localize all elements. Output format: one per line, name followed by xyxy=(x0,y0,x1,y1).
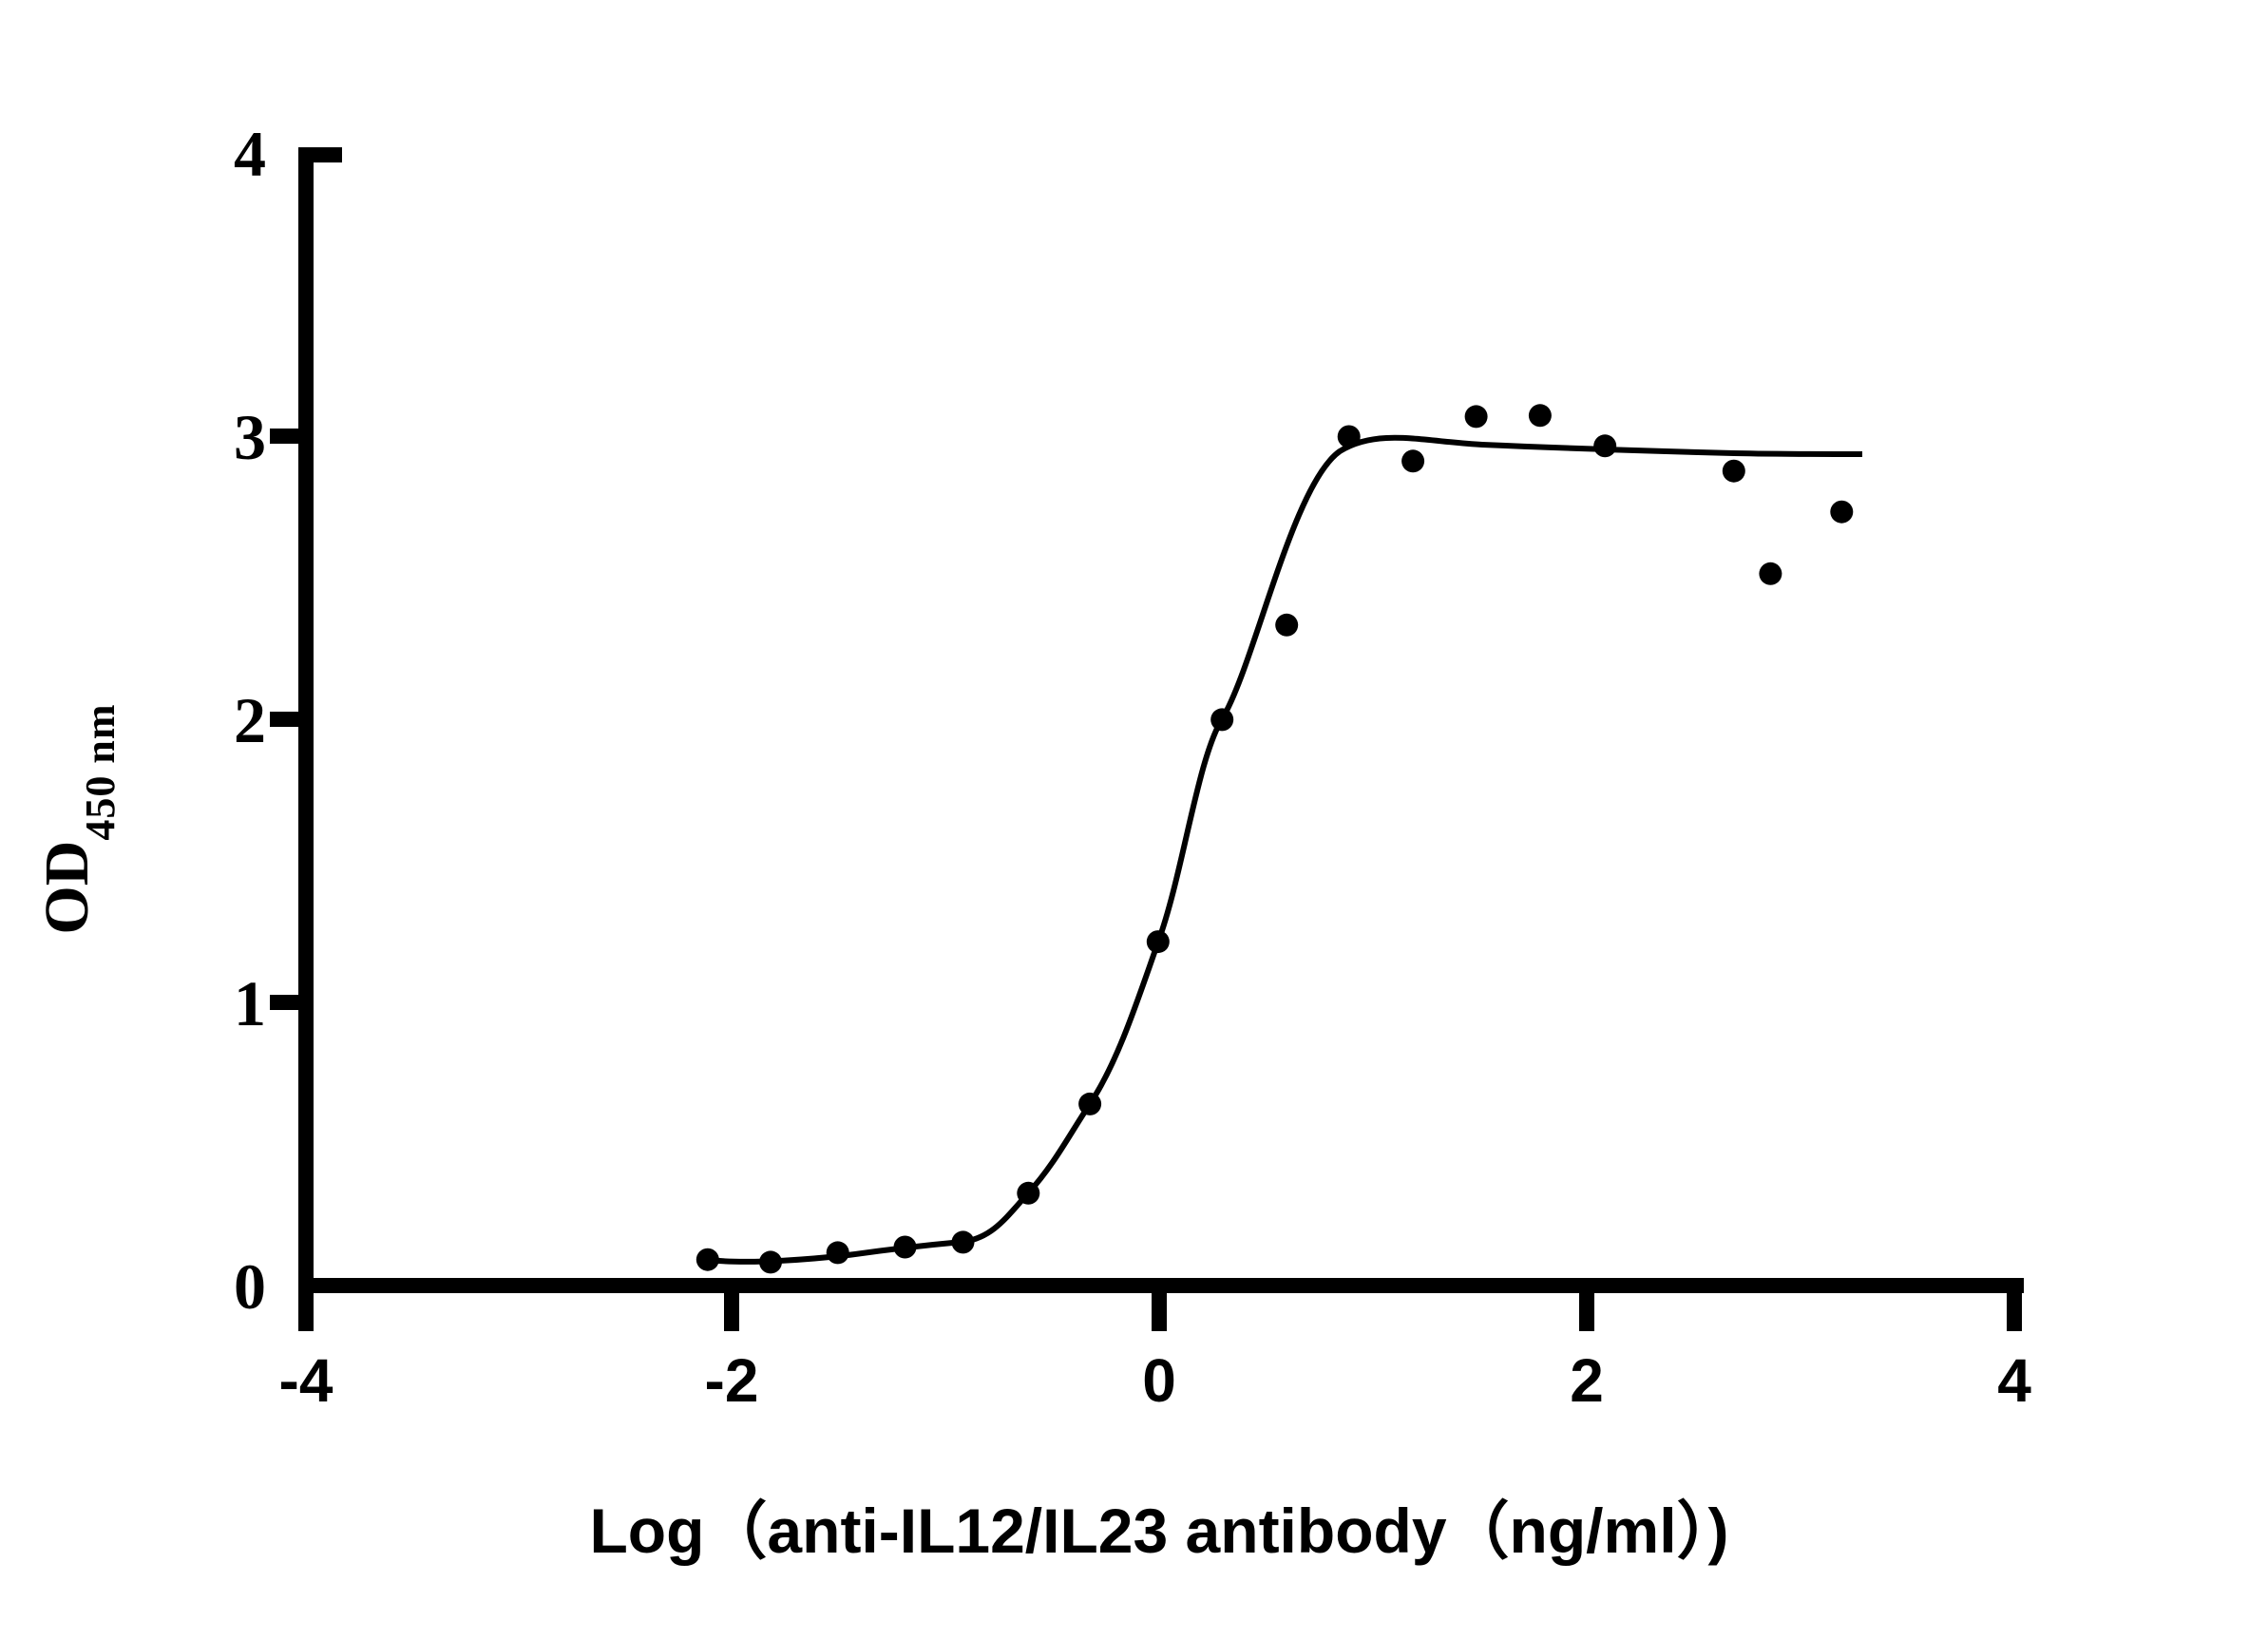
svg-text:0: 0 xyxy=(1142,1346,1176,1415)
svg-text:1: 1 xyxy=(234,967,266,1039)
svg-text:-2: -2 xyxy=(705,1346,759,1415)
svg-text:2: 2 xyxy=(234,684,266,756)
svg-text:4: 4 xyxy=(234,118,266,190)
svg-text:0: 0 xyxy=(234,1250,266,1323)
svg-text:3: 3 xyxy=(234,401,266,473)
svg-text:2: 2 xyxy=(1570,1346,1604,1415)
svg-text:4: 4 xyxy=(1997,1346,2031,1415)
svg-text:-4: -4 xyxy=(279,1346,334,1415)
